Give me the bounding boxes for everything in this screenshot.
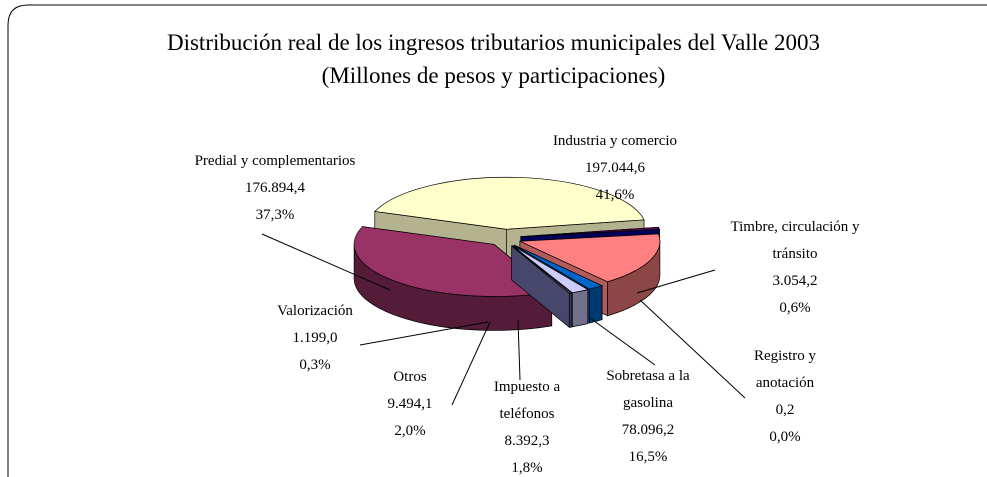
leader-line	[639, 299, 746, 399]
share-label: 0,3%	[299, 357, 331, 373]
category-label: Timbre, circulación y tránsito	[730, 219, 860, 262]
value-label: 176.894,4	[245, 180, 305, 196]
category-label: Industria y comercio	[552, 133, 678, 149]
slice-wall	[571, 289, 589, 328]
slice	[374, 176, 645, 230]
slice-label: Impuesto a teléfonos 8.392,3 1,8%	[477, 374, 577, 477]
category-label: Registro y anotación	[753, 348, 817, 391]
value-label: 9.494,1	[387, 396, 433, 412]
leader-line	[589, 317, 656, 366]
chart-title: Distribución real de los ingresos tribut…	[166, 30, 821, 55]
slice	[353, 226, 553, 297]
slice-label: Sobretasa a la gasolina 78.096,2 16,5%	[588, 363, 708, 471]
share-label: 16,5%	[628, 449, 668, 465]
leader-line	[359, 321, 489, 346]
share-label: 41,6%	[595, 187, 635, 203]
leader-line	[261, 233, 391, 291]
value-label: 3.054,2	[772, 273, 818, 289]
value-label: 8.392,3	[504, 433, 550, 449]
frame	[7, 4, 987, 477]
category-label: Impuesto a teléfonos	[493, 379, 561, 422]
slice	[511, 245, 573, 294]
share-label: 0,0%	[769, 429, 801, 445]
slice	[514, 244, 604, 290]
leader-line	[451, 321, 491, 406]
share-label: 0,6%	[779, 300, 811, 316]
slice-label: Predial y complementarios 176.894,4 37,3%	[175, 148, 375, 229]
value-label: 78.096,2	[621, 422, 675, 438]
slice-label: Industria y comercio 197.044,6 41,6%	[515, 128, 715, 209]
slice	[519, 233, 661, 283]
value-label: 1.199,0	[292, 330, 338, 346]
category-label: Sobretasa a la gasolina	[606, 368, 690, 411]
category-label: Valorización	[277, 303, 353, 319]
category-label: Predial y complementarios	[194, 153, 356, 169]
value-label: 0,2	[775, 402, 795, 418]
value-label: 197.044,6	[585, 160, 645, 176]
slice-label: Valorización 1.199,0 0,3%	[255, 298, 375, 379]
slice-wall	[589, 285, 603, 324]
slice	[520, 229, 660, 238]
chart-subtitle: (Millones de pesos y participaciones)	[321, 63, 666, 88]
share-label: 1,8%	[511, 460, 543, 476]
leader-line	[517, 319, 521, 381]
slice-label: Timbre, circulación y tránsito 3.054,2 0,6…	[715, 214, 875, 322]
slice-label: Otros 9.494,1 2,0%	[360, 364, 460, 445]
slice-wall	[568, 292, 572, 328]
slice	[512, 245, 589, 294]
share-label: 37,3%	[255, 207, 295, 223]
leader-line	[636, 269, 716, 294]
share-label: 2,0%	[394, 423, 426, 439]
slice-label: Registro y anotación 0,2 0,0%	[725, 343, 845, 451]
category-label: Otros	[393, 369, 427, 385]
